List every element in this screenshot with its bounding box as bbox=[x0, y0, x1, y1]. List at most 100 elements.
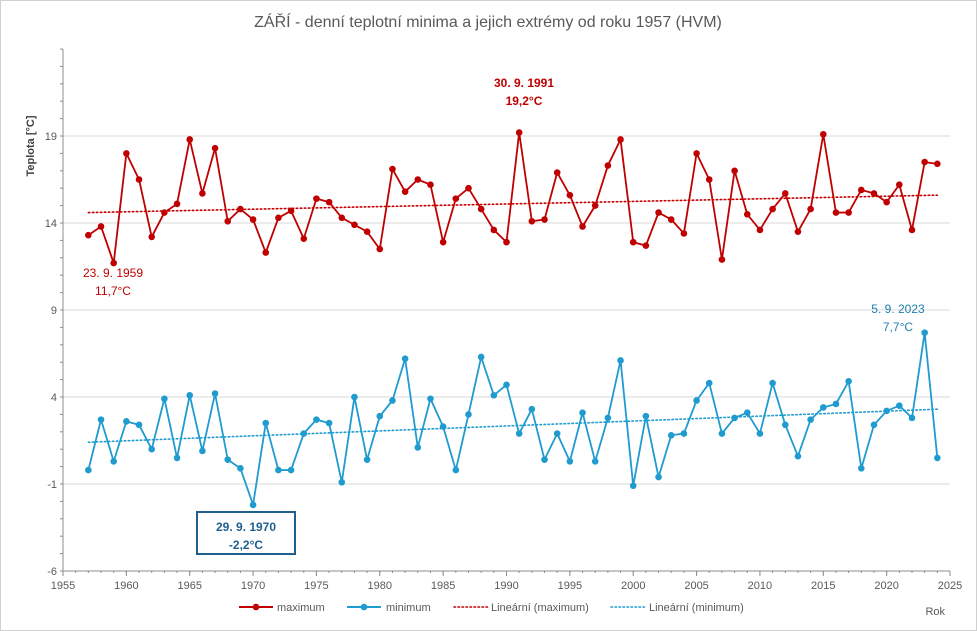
maximum-point bbox=[883, 198, 890, 206]
minimum-point bbox=[211, 390, 219, 397]
maximum-point bbox=[249, 216, 257, 223]
ann-max-low-line: 23. 9. 1959 bbox=[83, 266, 143, 280]
maximum-point bbox=[161, 209, 168, 216]
series-group bbox=[85, 129, 941, 509]
minimum-point bbox=[237, 465, 244, 472]
maximum-point bbox=[515, 129, 523, 136]
maximum-point bbox=[414, 176, 422, 183]
maximum-point bbox=[148, 233, 155, 241]
minimum-point bbox=[224, 456, 232, 463]
minimum-point bbox=[705, 379, 713, 387]
minimum-point bbox=[807, 416, 814, 423]
minimum-point bbox=[249, 501, 257, 509]
maximum-point bbox=[465, 184, 472, 192]
minimum-point bbox=[794, 452, 802, 460]
maximum-point bbox=[794, 228, 802, 235]
minimum-point bbox=[908, 414, 916, 422]
legend-label: minimum bbox=[386, 602, 431, 614]
maximum-point bbox=[85, 231, 92, 239]
legend-label: maximum bbox=[277, 602, 325, 614]
maximum-point bbox=[211, 144, 219, 152]
maximum-point bbox=[591, 202, 599, 209]
minimum-point bbox=[845, 378, 852, 385]
maximum-point bbox=[275, 214, 282, 222]
minimum-point bbox=[819, 404, 827, 411]
minimum-point bbox=[604, 414, 612, 422]
maximum-point bbox=[477, 205, 485, 213]
minimum-point bbox=[85, 466, 92, 474]
minimum-point bbox=[629, 482, 637, 490]
minimum-point bbox=[503, 381, 510, 389]
minimum-point bbox=[528, 405, 536, 413]
minimum-point bbox=[414, 444, 422, 451]
ann-max-low-line: 11,7°C bbox=[95, 284, 131, 298]
maximum-point bbox=[452, 195, 460, 202]
minimum-point bbox=[769, 379, 776, 387]
minimum-point bbox=[858, 465, 865, 472]
minimum-point bbox=[541, 456, 548, 463]
x-tick-label: 1955 bbox=[51, 580, 75, 592]
minimum-point bbox=[452, 466, 460, 474]
x-tick-label: 2005 bbox=[684, 580, 708, 592]
maximum-point bbox=[439, 238, 447, 246]
minimum-point bbox=[161, 395, 168, 403]
maximum-point bbox=[680, 230, 688, 237]
minimum-point bbox=[173, 454, 181, 462]
x-tick-label: 1965 bbox=[177, 580, 201, 592]
x-tick-label: 1970 bbox=[241, 580, 265, 592]
minimum-point bbox=[186, 391, 194, 399]
x-tick-label: 1960 bbox=[114, 580, 138, 592]
minimum-point bbox=[262, 419, 270, 427]
minimum-point bbox=[439, 423, 447, 430]
maximum-point bbox=[287, 207, 295, 215]
x-axis-label: Rok bbox=[925, 606, 945, 618]
minimum-point bbox=[376, 412, 384, 420]
minimum-point bbox=[287, 466, 295, 474]
maximum-point bbox=[490, 226, 498, 234]
maximum-point bbox=[186, 136, 194, 143]
maximum-point bbox=[123, 150, 130, 157]
ann-min-low-line: 29. 9. 1970 bbox=[216, 520, 276, 534]
x-tick-label: 1990 bbox=[494, 580, 518, 592]
minimum-point bbox=[351, 393, 358, 401]
maximum-point bbox=[921, 158, 928, 166]
minimum-point bbox=[667, 431, 675, 439]
ann-max-high-line: 30. 9. 1991 bbox=[494, 76, 554, 90]
maximum-point bbox=[541, 216, 548, 223]
maximum-point bbox=[566, 191, 574, 199]
maximum-point bbox=[819, 130, 827, 138]
y-tick-label: -1 bbox=[47, 479, 57, 491]
minimum-point bbox=[199, 447, 206, 455]
minimum-point bbox=[743, 409, 751, 416]
minimum-point bbox=[655, 473, 662, 481]
maximum-point bbox=[845, 209, 852, 216]
x-tick-label: 2010 bbox=[748, 580, 772, 592]
maximum-point bbox=[338, 214, 346, 222]
maximum-point bbox=[858, 186, 865, 194]
minimum-point bbox=[896, 402, 903, 410]
legend-swatch-marker bbox=[252, 603, 260, 611]
maximum-point bbox=[199, 190, 206, 197]
maximum-point bbox=[351, 221, 358, 229]
maximum-point bbox=[769, 205, 776, 213]
minimum-point bbox=[97, 416, 105, 423]
minimum-point bbox=[731, 414, 738, 422]
maximum-point bbox=[97, 223, 105, 230]
maximum-point bbox=[896, 181, 903, 189]
legend-label: Lineární (maximum) bbox=[491, 602, 589, 614]
trendline-minimum bbox=[87, 408, 939, 444]
minimum-point bbox=[781, 421, 789, 429]
minimum-point bbox=[135, 421, 143, 429]
minimum-point bbox=[325, 419, 333, 427]
maximum-point bbox=[705, 176, 713, 183]
minimum-point bbox=[718, 430, 726, 437]
trendlines bbox=[87, 194, 939, 444]
ann-min-high-line: 5. 9. 2023 bbox=[871, 302, 925, 316]
x-tick-label: 2020 bbox=[874, 580, 898, 592]
maximum-point bbox=[617, 136, 624, 143]
minimum-point bbox=[300, 430, 308, 437]
minimum-point bbox=[921, 329, 928, 336]
maximum-point bbox=[427, 181, 434, 189]
